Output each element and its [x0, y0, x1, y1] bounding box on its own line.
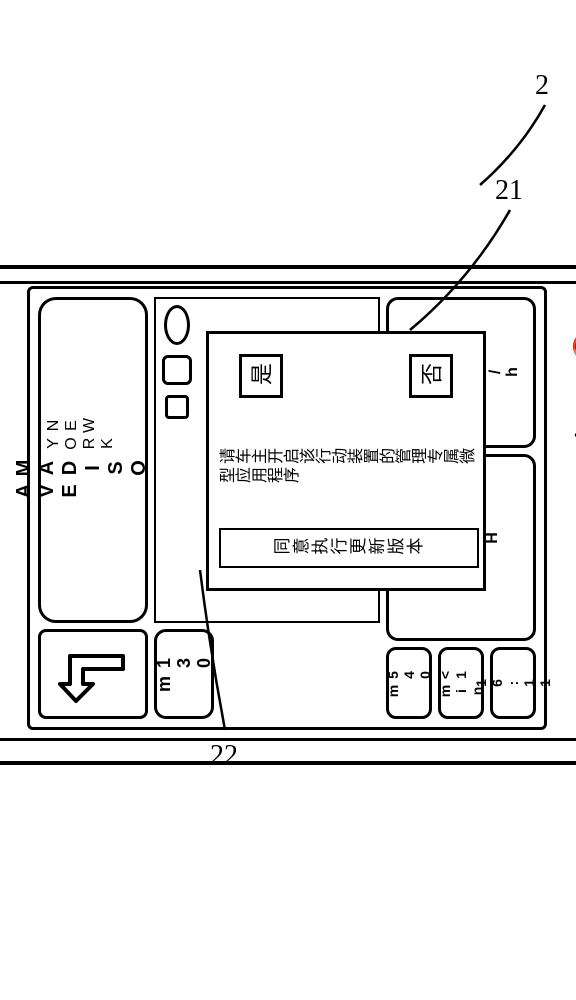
street-header: MADISON AVE NEW YORK	[38, 297, 148, 623]
screen: MADISON AVE NEW YORK 130 m 同意执行更新版本	[27, 286, 547, 730]
callout-dialog: 21	[495, 175, 523, 207]
turn-indicator	[38, 629, 148, 719]
dialog-message: 请车主开启该行动装置的管理专属微型应用程序	[219, 438, 479, 498]
yes-button[interactable]: 是	[239, 354, 283, 398]
eject-icon[interactable]: ⏏	[572, 673, 576, 698]
map-shape-icon	[162, 355, 192, 385]
power-icon[interactable]: ⏻	[571, 425, 576, 446]
map-shape-icon	[165, 395, 189, 419]
top-row: MADISON AVE NEW YORK	[38, 297, 148, 719]
map-poi-shapes	[162, 305, 192, 419]
callout-device: 2	[535, 70, 549, 102]
callout-yes: 22	[210, 740, 238, 772]
device-frame: MADISON AVE NEW YORK 130 m 同意执行更新版本	[0, 265, 576, 765]
distance-remaining: 540 m	[386, 647, 432, 719]
device-inner-frame: MADISON AVE NEW YORK 130 m 同意执行更新版本	[0, 281, 576, 741]
mid-row: 130 m 同意执行更新版本 请车主开启该行动装置的管理专属微型应用程序 是 否	[154, 297, 380, 719]
street-sub: NEW YORK	[45, 417, 141, 453]
dialog-title: 同意执行更新版本	[219, 528, 479, 568]
home-icon[interactable]: ⌂	[572, 595, 576, 611]
turn-left-icon	[58, 644, 128, 704]
street-main: MADISON AVE	[13, 457, 174, 503]
update-dialog: 同意执行更新版本 请车主开启该行动装置的管理专属微型应用程序 是 否	[206, 331, 486, 591]
map-shape-icon	[164, 305, 190, 345]
hardware-buttons: ⏏ ⌂ ▲ ⏻ 🔇	[567, 299, 576, 729]
mute-icon[interactable]: 🔇	[572, 330, 576, 362]
map-area: 同意执行更新版本 请车主开启该行动装置的管理专属微型应用程序 是 否	[154, 297, 380, 623]
distance-main: 130 m	[154, 629, 214, 719]
nav-cursor-icon[interactable]: ▲	[572, 507, 576, 533]
clock-display: 16:11	[490, 647, 536, 719]
no-button[interactable]: 否	[409, 354, 453, 398]
